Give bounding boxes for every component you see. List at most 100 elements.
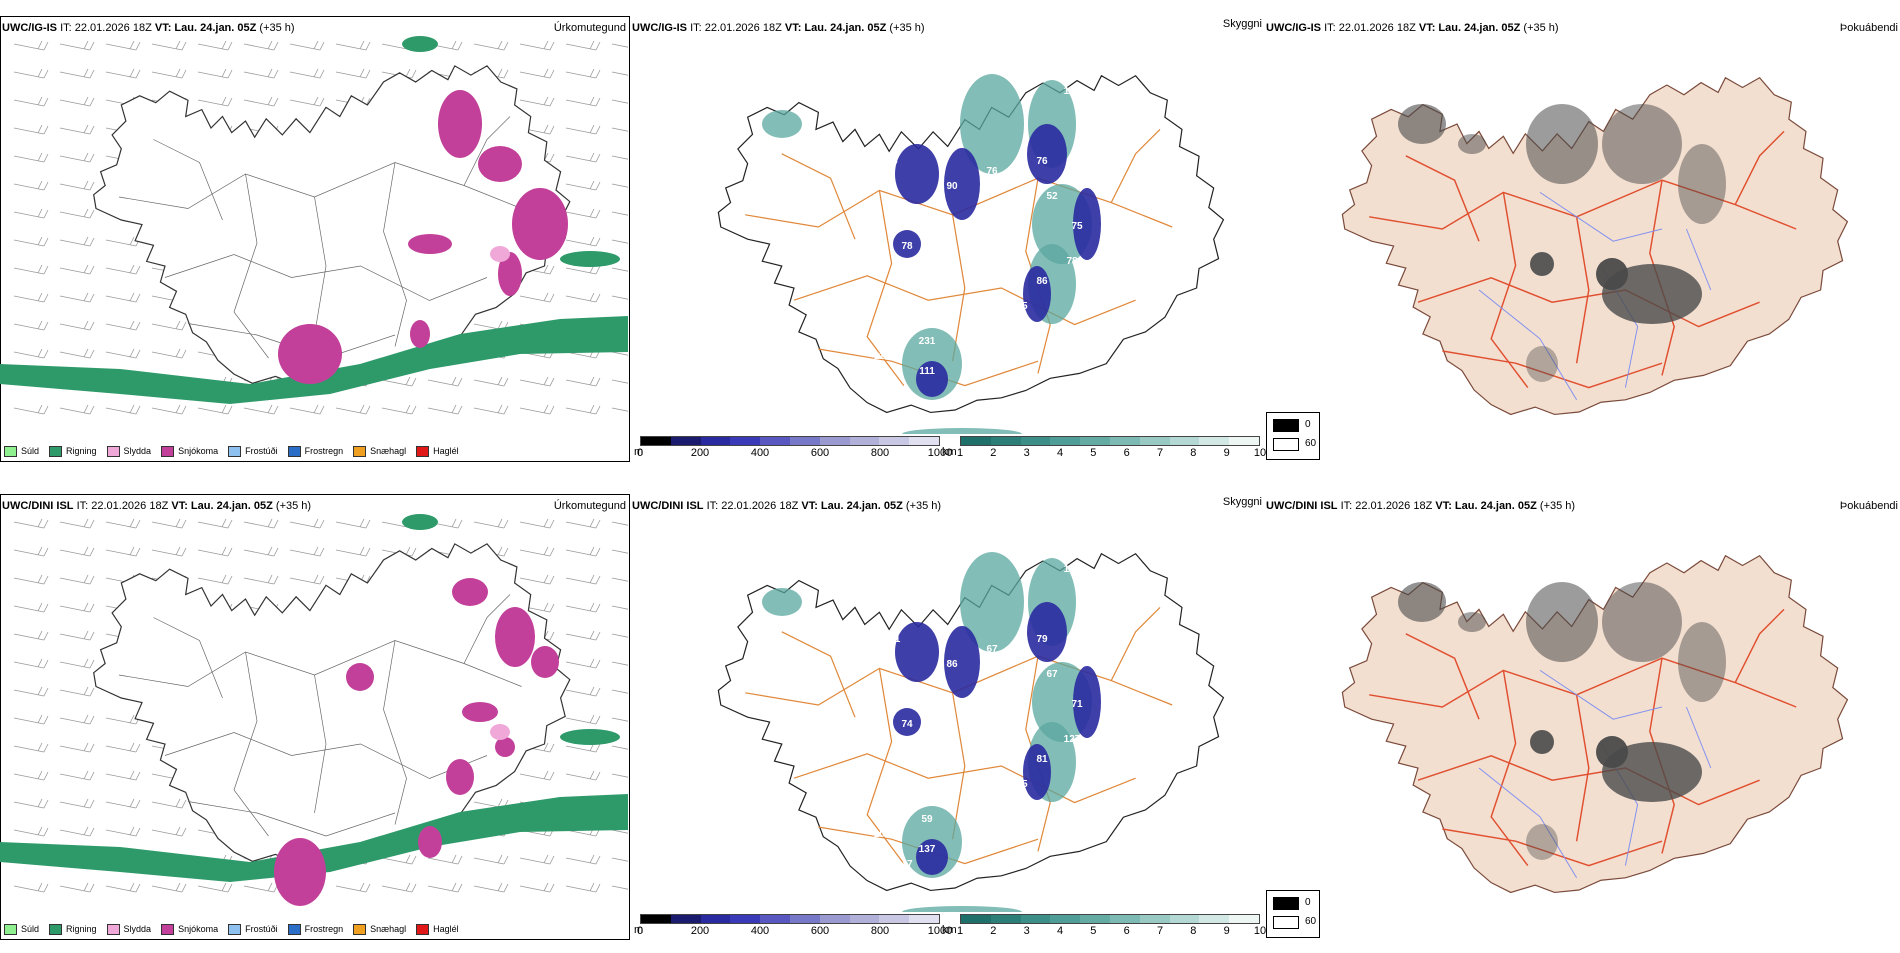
height-area <box>1023 744 1051 800</box>
precip-legend: Súld Rigning Slydda Snjókoma Frostúði Frostre… <box>4 442 459 460</box>
road-line <box>463 116 511 186</box>
colorbar-strip <box>960 436 1260 446</box>
colorbar-segment <box>1080 915 1110 923</box>
wind-barb <box>151 546 187 557</box>
road-line <box>781 631 856 718</box>
wind-barb <box>611 407 628 412</box>
legend-label: Súld <box>21 924 40 934</box>
wind-barb <box>13 404 49 415</box>
model-name: UWC/DINI ISL <box>632 500 704 512</box>
wind-barb <box>519 770 555 781</box>
wind-barb <box>565 882 601 893</box>
precip-map <box>0 36 628 415</box>
wind-barb <box>105 826 141 837</box>
legend-label: Snjókoma <box>178 924 219 934</box>
low-visibility-area <box>960 552 1024 652</box>
fog-shade <box>1602 104 1682 184</box>
visibility-colorbar: 1 2 3 4 5 6 7 8 9 10 <box>957 914 1266 937</box>
colorbar-segment <box>819 437 850 445</box>
wind-barb <box>243 96 279 107</box>
road-line <box>1734 130 1785 205</box>
wind-barb <box>565 96 601 107</box>
wind-barb <box>13 742 49 753</box>
fog-shade <box>1596 736 1628 768</box>
wind-barb <box>59 798 95 809</box>
wind-barb <box>59 292 95 303</box>
snow-area <box>418 826 442 858</box>
wind-barb <box>611 605 628 610</box>
visibility-value-label: 75 <box>1016 779 1028 790</box>
colorbar-tick-label: 6 <box>1123 447 1130 459</box>
colorbar-segment <box>1109 915 1140 923</box>
panel-header: UWC/IG-IS IT: 22.01.2026 18Z VT: Lau. 24… <box>1266 22 1559 34</box>
wind-barb <box>197 882 233 893</box>
visibility-value-label: 86 <box>946 659 958 670</box>
road-line <box>866 190 905 386</box>
precip-type-panel: UWC/IG-IS IT: 22.01.2026 18Z VT: Lau. 24… <box>0 0 632 470</box>
panel-header: UWC/IG-IS IT: 22.01.2026 18Z VT: Lau. 24… <box>2 22 295 34</box>
wind-barb <box>59 264 95 275</box>
wind-barb <box>105 236 141 247</box>
colorbar-tick-label: 4 <box>1056 447 1064 459</box>
wind-barb <box>13 348 49 359</box>
wind-barb <box>105 40 141 51</box>
wind-barb <box>565 124 601 135</box>
height-area <box>1073 666 1101 738</box>
wind-barb <box>197 96 233 107</box>
wind-barb <box>13 208 49 219</box>
road-line <box>153 617 223 699</box>
wind-barb <box>427 882 463 893</box>
snow-area <box>274 838 326 906</box>
wind-barb <box>611 267 628 272</box>
wind-barb <box>473 376 509 387</box>
visibility-panel-title: Skyggni <box>1222 18 1262 30</box>
precip-legend-item: Snæhagl <box>353 923 406 935</box>
valid-time: Lau. 24.jan. 05Z <box>804 22 887 34</box>
wind-barb <box>565 658 601 669</box>
height-unit: m <box>634 924 644 936</box>
panel-header: UWC/DINI ISL IT: 22.01.2026 18Z VT: Lau.… <box>1266 500 1575 512</box>
wind-barb <box>611 829 628 834</box>
legend-label: Rigning <box>66 924 97 934</box>
model-name: UWC/IG-IS <box>632 22 687 34</box>
precip-legend-item: Slydda <box>106 445 152 457</box>
colorbar-tick-label: 2 <box>990 447 997 459</box>
colorbar-segment <box>1169 437 1200 445</box>
colorbar-tick-label: 200 <box>690 925 710 937</box>
visibility-panel: UWC/DINI ISL IT: 22.01.2026 18Z VT: Lau.… <box>632 478 1266 948</box>
colorbar-segment <box>700 437 731 445</box>
legend-label: Slydda <box>123 446 152 456</box>
low-visibility-area <box>902 906 1022 912</box>
road-line <box>1405 155 1480 242</box>
legend-swatch <box>106 923 120 935</box>
road-line <box>1575 694 1590 842</box>
road-line <box>153 139 223 221</box>
road-line <box>793 275 1136 326</box>
wind-barb <box>565 714 601 725</box>
road-line <box>233 651 269 837</box>
visibility-value-label: 153 <box>1064 564 1081 575</box>
wind-barb <box>565 854 601 865</box>
fog-panel: UWC/IG-IS IT: 22.01.2026 18Z VT: Lau. 24… <box>1262 0 1900 470</box>
model-name: UWC/IG-IS <box>2 22 57 34</box>
wind-barb <box>611 351 628 356</box>
height-area <box>916 361 948 397</box>
legend-swatch <box>416 923 430 935</box>
snow-area <box>410 320 430 348</box>
precip-legend-item: Haglél <box>416 923 459 935</box>
lead-time: (+35 h) <box>275 500 312 512</box>
init-time: IT: 22.01.2026 18Z <box>60 22 152 34</box>
road-line <box>1490 192 1529 389</box>
colorbar-segment <box>1169 915 1200 923</box>
wind-barb <box>13 658 49 669</box>
visibility-value-label: 80 <box>1006 689 1018 700</box>
wind-barb <box>289 574 325 585</box>
wind-barb <box>13 602 49 613</box>
valid-label: VT: <box>154 22 172 34</box>
wind-barb <box>565 686 601 697</box>
wind-barb <box>335 404 371 415</box>
wind-barb <box>59 152 95 163</box>
snow-area <box>438 90 482 158</box>
legend-label: Frostregn <box>304 446 344 456</box>
road-line <box>1490 670 1529 867</box>
